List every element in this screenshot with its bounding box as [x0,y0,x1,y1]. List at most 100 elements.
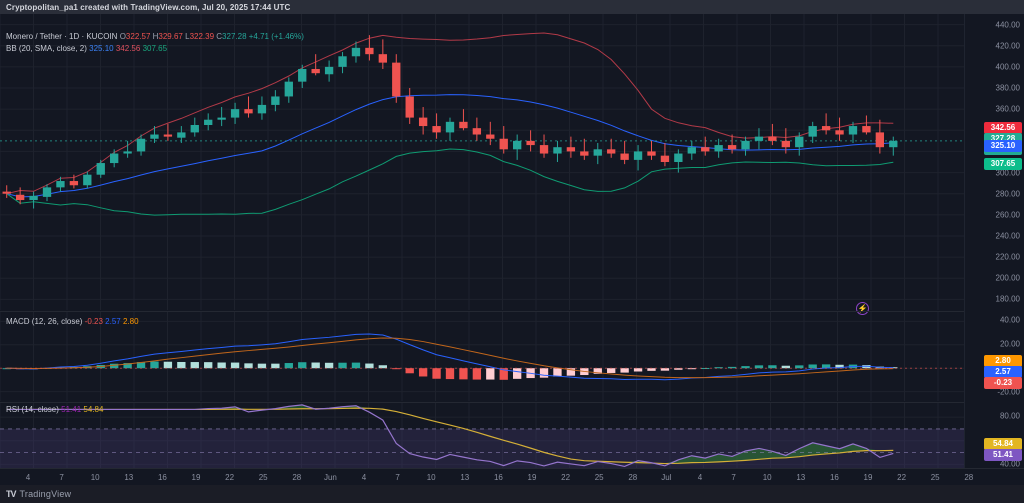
price-axis-tick: 220.00 [995,252,1020,262]
macd-line [6,333,894,381]
rsi-title[interactable]: RSI (14, close) [6,405,59,414]
macd-axis-tick: -20.00 [997,387,1020,397]
price-axis-tick: 300.00 [995,168,1020,178]
time-axis-label: 22 [561,473,571,482]
rsi-value: 51.41 [61,405,82,414]
time-axis[interactable]: 4 7 10 13 16 19 22 25 28 Jun 4 7 10 13 16 19 22 25 28 Jul 4 7… [0,468,1024,485]
price-axis-tick: 420.00 [995,41,1020,51]
macd-axis-tick: 40.00 [999,315,1020,325]
badge-value: 307.65 [990,159,1016,169]
time-axis-label: 7 [59,473,64,482]
price-axis-tick: 200.00 [995,273,1020,283]
bb-upper-band-line [6,32,894,195]
price-legend[interactable]: Monero / Tether · 1D · KUCOIN O322.57 H3… [6,31,304,42]
macd-axis-badge[interactable]: 2.57 [984,366,1022,378]
time-axis-label: 22 [225,473,235,482]
macd-histogram [2,361,898,380]
rsi-axis-tick: 40.00 [999,459,1020,469]
bb-basis-value: 325.10 [89,44,114,53]
price-chart-svg [0,14,964,310]
rsi-axis-tick: 80.00 [999,411,1020,421]
time-axis-label: 13 [124,473,134,482]
macd-axis-badge[interactable]: -0.23 [984,377,1022,389]
time-axis-label: 19 [527,473,537,482]
badge-value: 342.56 [990,122,1016,132]
rsi-gridlines [0,403,964,482]
time-axis-label: 7 [395,473,400,482]
alert-bolt-icon[interactable]: ⚡ [856,302,869,315]
watermark-bar: Cryptopolitan_pa1 created with TradingVi… [0,0,1024,14]
macd-axis-badge[interactable]: 2.80 [984,355,1022,367]
ohlc-o-label: O [119,32,126,41]
time-axis-label: 16 [829,473,839,482]
time-axis-label: 10 [90,473,100,482]
ohlc-low: 322.39 [189,32,215,41]
tradingview-logo-icon: TV [6,489,16,499]
macd-hist-value: -0.23 [84,317,103,326]
price-change: +4.71 (+1.46%) [248,32,304,41]
macd-legend[interactable]: MACD (12, 26, close) -0.23 2.57 2.80 [6,316,139,327]
ohlc-open: 322.57 [125,32,151,41]
price-axis-tick: 360.00 [995,104,1020,114]
symbol-title[interactable]: Monero / Tether · 1D · KUCOIN [6,32,118,41]
price-axis-tick: 440.00 [995,20,1020,30]
macd-pane[interactable] [0,311,964,401]
macd-title[interactable]: MACD (12, 26, close) [6,317,83,326]
rsi-axis-badge[interactable]: 54.84 [984,438,1022,450]
candlestick-series [2,35,898,209]
footer-bar: TV TradingView [0,485,1024,503]
macd-chart-svg [0,312,964,401]
time-axis-label: 25 [594,473,604,482]
bollinger-legend[interactable]: BB (20, SMA, close, 2) 325.10 342.56 307… [6,43,167,54]
time-axis-label: 25 [930,473,940,482]
time-axis-label: 28 [628,473,638,482]
time-axis-label: 19 [863,473,873,482]
rsi-ma-value: 54.84 [83,405,104,414]
time-axis-label: 13 [796,473,806,482]
price-gridlines [0,14,964,310]
macd-axis-tick: 20.00 [999,339,1020,349]
price-axis-badge[interactable]: 325.10 [984,140,1022,153]
macd-signal-line [6,337,894,379]
price-axis-tick: 400.00 [995,62,1020,72]
ohlc-high: 329.67 [158,32,183,41]
bolt-glyph: ⚡ [857,303,868,313]
ohlc-close: 327.28 [222,32,247,41]
price-axis-tick: 380.00 [995,83,1020,93]
tradingview-logo-text: TradingView [19,489,72,499]
ohlc-h-label: H [152,32,159,41]
macd-gridlines [0,312,964,401]
rsi-legend[interactable]: RSI (14, close) 51.41 54.84 [6,404,103,415]
chart-panes[interactable]: ⚡ [0,14,964,482]
ohlc-c-label: C [216,32,223,41]
watermark-text: Cryptopolitan_pa1 created with TradingVi… [6,2,291,12]
ohlc-l-label: L [185,32,190,41]
price-axis-tick: 280.00 [995,189,1020,199]
price-axis-tick: 240.00 [995,231,1020,241]
time-axis-label: 4 [697,473,703,482]
rsi-line [6,404,894,468]
macd-signal-value: 2.80 [122,317,139,326]
price-axis-badge[interactable]: 342.56 [984,121,1022,134]
time-axis-label: 28 [964,473,974,482]
price-axis-badge[interactable]: 307.65 [984,158,1022,171]
bb-title[interactable]: BB (20, SMA, close, 2) [6,44,87,53]
time-axis-label: 10 [426,473,436,482]
badge-value: 325.10 [990,141,1016,151]
price-axis-tick: 180.00 [995,294,1020,304]
right-price-axis[interactable]: 440.00420.00400.00380.00360.00340.00320.… [964,14,1024,469]
badge-value: 327.28 [990,133,1016,143]
price-axis-tick: 260.00 [995,210,1020,220]
time-axis-label: 19 [191,473,201,482]
time-axis-label: 28 [292,473,302,482]
time-axis-label: Jun [323,473,337,482]
time-axis-label: 13 [460,473,470,482]
price-pane[interactable]: ⚡ [0,14,964,315]
time-axis-label: 10 [762,473,772,482]
rsi-axis-badge[interactable]: 51.41 [984,449,1022,461]
bb-upper-value: 342.56 [115,44,141,53]
time-axis-label: 4 [25,473,31,482]
chart-body: ⚡ [0,14,1024,482]
time-axis-label: Jul [661,473,672,482]
